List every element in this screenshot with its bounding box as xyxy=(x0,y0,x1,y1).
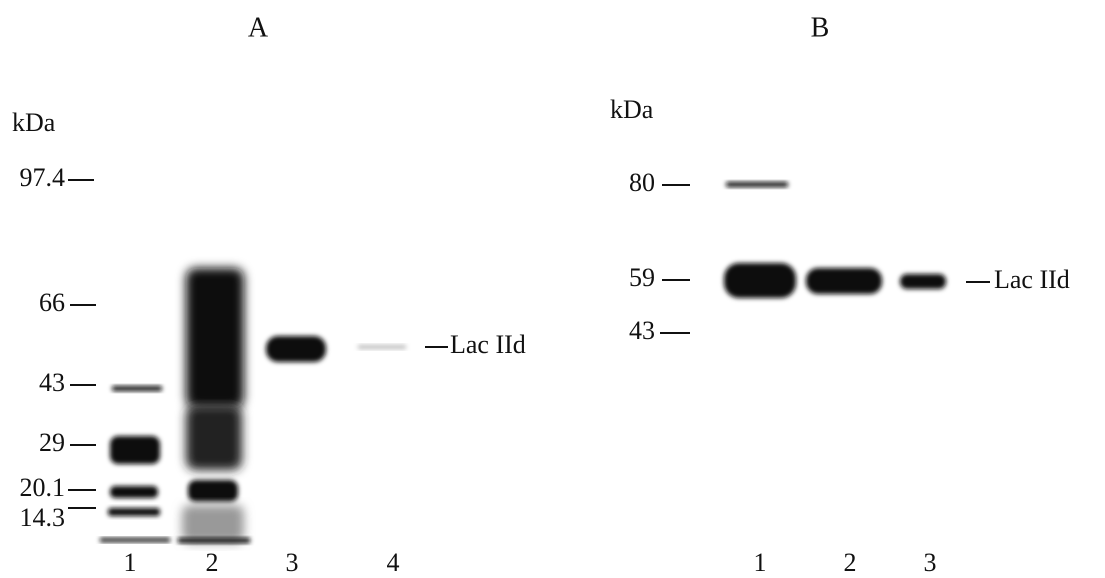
unit-label: kDa xyxy=(610,95,654,124)
band-label: Lac IId xyxy=(450,330,526,359)
lane-label: 3 xyxy=(286,548,299,577)
marker-label: 43 xyxy=(629,316,655,345)
bands xyxy=(724,182,946,298)
marker-label: 59 xyxy=(629,263,655,292)
marker-label: 14.3 xyxy=(20,503,66,532)
marker-label: 80 xyxy=(629,168,655,197)
lane-label: 1 xyxy=(754,548,767,577)
panel-b: B kDa 80 59 43 Lac IId 1 2 3 xyxy=(610,12,1070,577)
figure: A kDa 97.4 66 43 29 20.1 14.3 Lac IId 1 … xyxy=(0,0,1105,578)
marker-label: 20.1 xyxy=(20,473,66,502)
lane-label: 1 xyxy=(124,548,137,577)
lane-label: 4 xyxy=(387,548,400,577)
panel-a: A kDa 97.4 66 43 29 20.1 14.3 Lac IId 1 … xyxy=(12,12,526,577)
band-label: Lac IId xyxy=(994,265,1070,294)
marker-label: 97.4 xyxy=(20,163,66,192)
panel-label: A xyxy=(248,12,269,43)
marker-label: 43 xyxy=(39,368,65,397)
lane-label: 2 xyxy=(206,548,219,577)
unit-label: kDa xyxy=(12,108,56,137)
marker-label: 66 xyxy=(39,288,65,317)
bands xyxy=(100,268,406,543)
lane-label: 3 xyxy=(924,548,937,577)
lane-label: 2 xyxy=(844,548,857,577)
marker-label: 29 xyxy=(39,428,65,457)
panel-label: B xyxy=(811,12,830,43)
